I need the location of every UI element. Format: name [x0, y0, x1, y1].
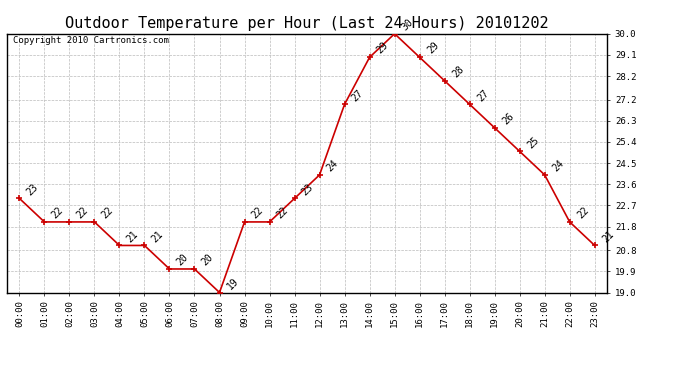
Text: 22: 22 — [275, 205, 290, 220]
Text: 25: 25 — [525, 135, 540, 150]
Text: 22: 22 — [250, 205, 266, 220]
Text: 19: 19 — [225, 276, 240, 291]
Text: 21: 21 — [125, 229, 140, 244]
Text: 29: 29 — [375, 40, 391, 56]
Text: 21: 21 — [150, 229, 166, 244]
Text: 23: 23 — [25, 182, 40, 197]
Text: 30: 30 — [400, 17, 415, 32]
Text: 24: 24 — [325, 158, 340, 174]
Text: 24: 24 — [550, 158, 566, 174]
Text: Copyright 2010 Cartronics.com: Copyright 2010 Cartronics.com — [13, 36, 169, 45]
Text: 22: 22 — [50, 205, 66, 220]
Text: 21: 21 — [600, 229, 615, 244]
Text: 23: 23 — [300, 182, 315, 197]
Text: 22: 22 — [75, 205, 90, 220]
Title: Outdoor Temperature per Hour (Last 24 Hours) 20101202: Outdoor Temperature per Hour (Last 24 Ho… — [66, 16, 549, 31]
Text: 28: 28 — [450, 64, 466, 80]
Text: 27: 27 — [475, 87, 491, 103]
Text: 22: 22 — [575, 205, 591, 220]
Text: 26: 26 — [500, 111, 515, 126]
Text: 20: 20 — [200, 252, 215, 268]
Text: 20: 20 — [175, 252, 190, 268]
Text: 29: 29 — [425, 40, 440, 56]
Text: 22: 22 — [100, 205, 115, 220]
Text: 27: 27 — [350, 87, 366, 103]
